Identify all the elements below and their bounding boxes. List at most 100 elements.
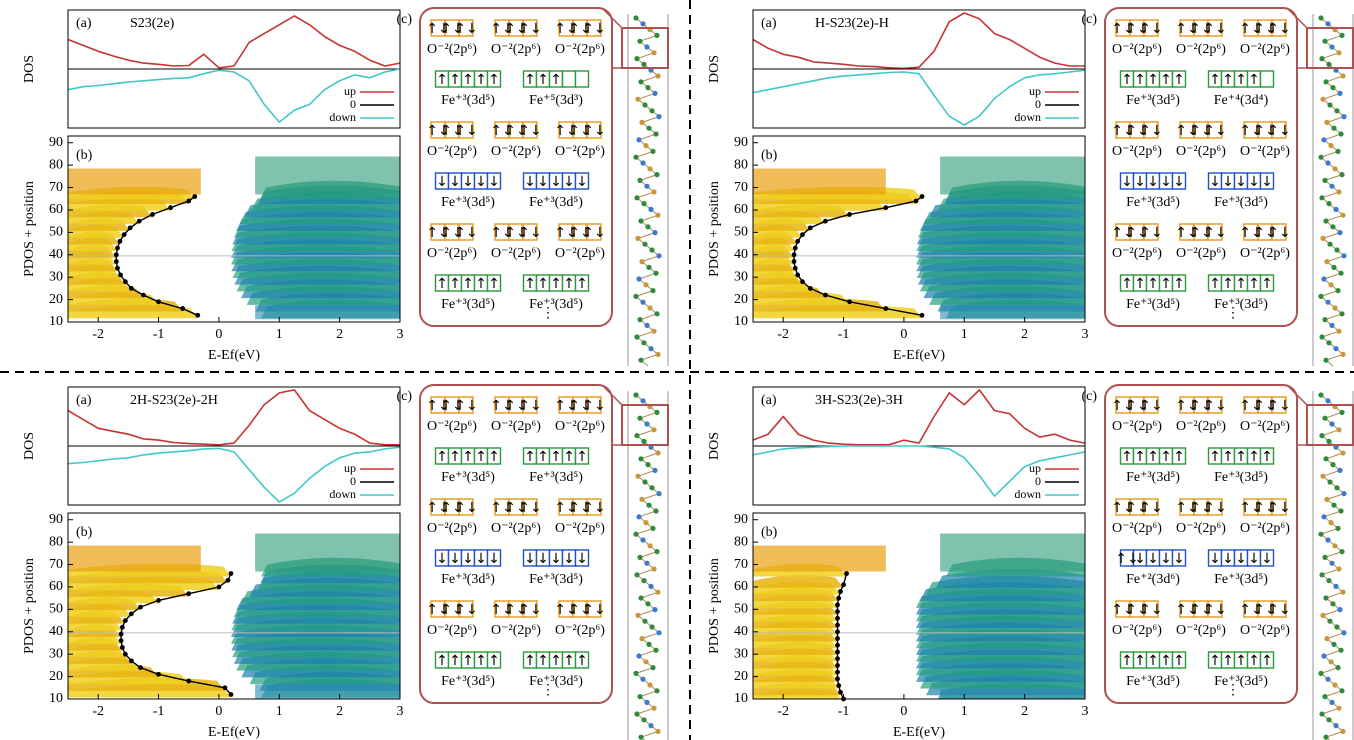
bond (641, 255, 660, 263)
atom (1336, 328, 1342, 334)
atom (637, 554, 643, 561)
atom (1332, 543, 1338, 549)
atom (634, 572, 640, 578)
orbital-slot (458, 498, 474, 516)
atom (646, 641, 652, 648)
spin-arrow: ↑ (1160, 276, 1172, 292)
legend-label: 0 (350, 474, 356, 488)
bond (637, 609, 656, 616)
atom (638, 357, 644, 363)
bond (639, 551, 658, 558)
atom (644, 44, 650, 50)
orbital-label: O⁻²(2p⁶) (555, 419, 605, 434)
conduction-top (940, 533, 1085, 572)
dos-line (752, 69, 1086, 126)
atom (636, 514, 642, 520)
band-edge-point (122, 279, 128, 285)
orbital-label: Fe⁺³(3d⁵) (529, 470, 583, 485)
x-tick-label: -2 (92, 704, 104, 719)
spin-arrow: ↑↓ (1125, 602, 1148, 618)
x-tick-label: 2 (336, 704, 343, 719)
band-edge-point (138, 665, 143, 671)
atom (643, 520, 649, 526)
atom (1318, 392, 1324, 398)
orbital-slot (522, 121, 538, 139)
bond (1325, 75, 1344, 83)
band-edge-point (795, 238, 801, 244)
atom (646, 264, 652, 270)
orbital-slot (586, 396, 602, 414)
dos-line (67, 68, 401, 123)
band-edge-point (807, 225, 813, 231)
atom (648, 346, 654, 352)
panel-label: (c) (396, 389, 412, 404)
spin-arrow: ↑↓ (582, 21, 605, 37)
orbital-slot (486, 274, 502, 292)
atom (642, 241, 648, 247)
spin-arrow: ↑↓ (1239, 602, 1262, 618)
y-tick-label: 10 (734, 691, 748, 706)
band-edge-point (141, 292, 146, 298)
orbital-slot (1259, 651, 1275, 669)
spin-arrow: ↑ (576, 449, 588, 465)
spin-arrow: ↑ (1235, 72, 1247, 88)
y-tick-label: 60 (734, 202, 748, 217)
bond (1322, 232, 1341, 239)
atom (633, 293, 639, 299)
atom (638, 218, 644, 224)
y-axis-label: DOS (22, 55, 37, 83)
atom (651, 427, 657, 433)
spin-arrow: ↑ (1173, 653, 1185, 669)
conduction-top (940, 156, 1085, 195)
band-edge-point (792, 245, 798, 251)
spin-arrow: ↑ (550, 449, 562, 465)
orbital-slot (1271, 396, 1287, 414)
bond (1320, 150, 1339, 158)
legend-label: up (1029, 461, 1041, 475)
atom (649, 108, 655, 114)
spin-arrow: ↑ (524, 276, 536, 292)
atom (1338, 647, 1344, 653)
orbital-slot (522, 498, 538, 516)
atom (644, 560, 650, 566)
band-edge-point (800, 232, 805, 238)
spin-arrow: ↑↓ (1175, 123, 1198, 139)
spin-arrow: ↑↓ (1267, 398, 1290, 414)
orbital-slot (1171, 70, 1187, 88)
atom (634, 195, 640, 201)
orbital-slot (1143, 600, 1159, 618)
orbital-slot (1207, 19, 1223, 37)
bond (635, 150, 654, 158)
plot-frame (752, 512, 1086, 700)
atom (1335, 665, 1341, 671)
orbital-label: O⁻²(2p⁶) (1112, 419, 1162, 434)
atom (1326, 340, 1332, 346)
orbital-slot (1271, 600, 1287, 618)
bond (1326, 255, 1345, 263)
atom (1336, 705, 1342, 711)
spin-arrow: ↑ (1121, 276, 1133, 292)
ellipsis: ⋮ (541, 683, 555, 698)
pdos-layer (68, 156, 400, 320)
panel-label: (b) (76, 525, 93, 540)
orbital-label: Fe⁺³(3d⁵) (441, 195, 495, 210)
spin-arrow: ↓ (1160, 551, 1172, 567)
spin-arrow: ↑ (449, 72, 461, 88)
atom (1327, 618, 1333, 624)
atom (1332, 305, 1338, 311)
conduction-bottom (255, 684, 400, 699)
bond (1323, 272, 1342, 280)
spin-arrow: ↑ (436, 653, 448, 669)
spin-arrow: ↑↓ (1253, 398, 1276, 414)
y-axis-label: DOS (707, 55, 722, 83)
spin-arrow: ↑↓ (582, 123, 605, 139)
spin-arrow: ↓ (449, 551, 461, 567)
spin-arrow: ↑↓ (582, 500, 605, 516)
valence-ridge (753, 574, 844, 588)
atom (638, 734, 644, 740)
conduction-bottom (940, 689, 1085, 699)
band-edge-point (118, 638, 124, 644)
atom (1339, 172, 1345, 178)
atom (1318, 293, 1324, 299)
